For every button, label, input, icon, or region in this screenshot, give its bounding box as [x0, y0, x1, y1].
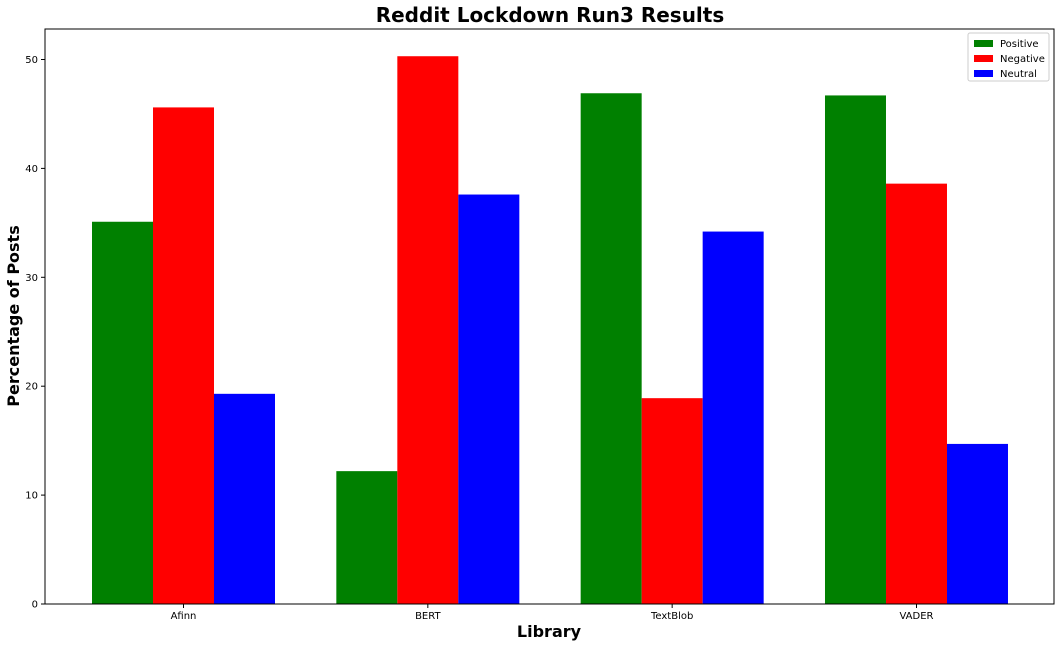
bars-group: [92, 56, 1008, 605]
bar-positive-vader: [824, 95, 886, 604]
bar-neutral-afinn: [214, 393, 275, 604]
legend: Positive Negative Neutral: [967, 32, 1050, 82]
y-tick-label: 10: [25, 491, 38, 502]
legend-label-neutral: Neutral: [1000, 69, 1037, 80]
x-tick-label: Afinn: [171, 611, 197, 622]
plot-frame: [44, 28, 1055, 605]
legend-swatch-neutral: [974, 70, 993, 77]
bar-neutral-textblob: [702, 231, 764, 604]
y-tick-label: 40: [25, 164, 38, 175]
x-tick-label: TextBlob: [650, 611, 693, 622]
legend-label-negative: Negative: [1000, 54, 1045, 65]
bar-negative-vader: [885, 183, 947, 605]
x-axis-title: Library: [517, 622, 582, 641]
bar-negative-afinn: [153, 107, 214, 604]
bar-positive-afinn: [92, 221, 153, 604]
bar-neutral-vader: [946, 443, 1008, 604]
y-tick-label: 20: [25, 382, 38, 393]
legend-label-positive: Positive: [1000, 39, 1039, 50]
y-tick-label: 50: [25, 55, 38, 66]
y-axis: 0 10 20 30 40 50: [25, 55, 45, 611]
y-tick-label: 30: [25, 273, 38, 284]
bar-positive-textblob: [580, 93, 642, 604]
bar-positive-bert: [336, 471, 398, 604]
x-axis: Afinn BERT TextBlob VADER: [171, 604, 934, 622]
bar-negative-textblob: [641, 398, 703, 604]
bar-negative-bert: [397, 56, 459, 604]
legend-swatch-negative: [974, 55, 993, 62]
x-tick-label: VADER: [899, 611, 933, 622]
chart-title: Reddit Lockdown Run3 Results: [376, 3, 725, 27]
x-tick-label: BERT: [415, 611, 441, 622]
bar-neutral-bert: [458, 194, 520, 604]
legend-swatch-positive: [974, 40, 993, 47]
y-axis-title: Percentage of Posts: [4, 225, 23, 406]
y-tick-label: 0: [32, 600, 38, 611]
